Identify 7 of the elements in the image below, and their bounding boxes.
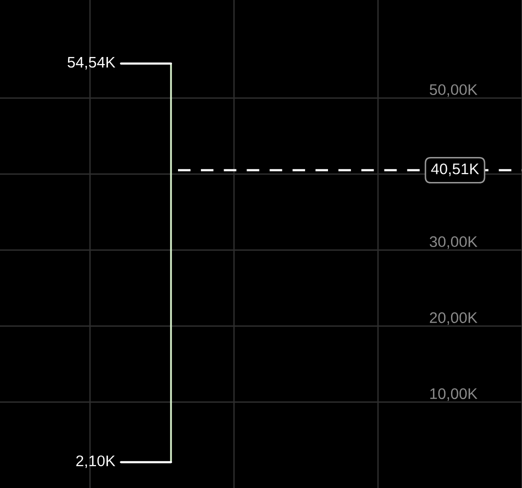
y-tick-label: 30,00K	[430, 236, 478, 249]
annotation: 2,10K	[76, 455, 116, 468]
y-tick-label: 20,00K	[430, 312, 478, 325]
y-tick-label: 10,00K	[430, 388, 478, 401]
ref-line-label: 40,51K	[431, 163, 480, 176]
annotation: 54,54K	[68, 56, 116, 70]
y-tick-label: 50,00K	[430, 84, 478, 97]
